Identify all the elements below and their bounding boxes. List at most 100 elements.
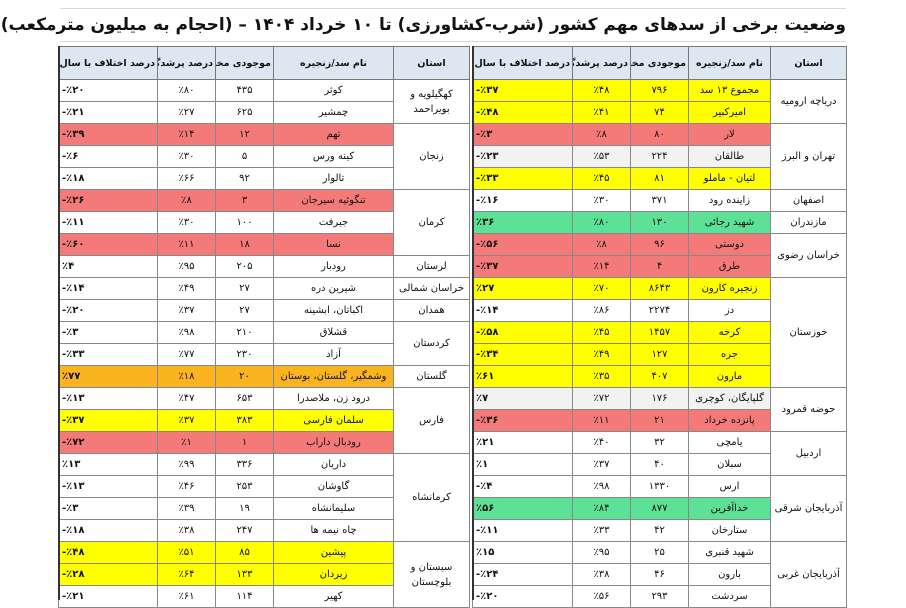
dam-name-cell: کرخه [688, 321, 771, 344]
dam-name-cell: تالوار [273, 167, 394, 190]
dam-name-cell: نسا [273, 233, 394, 256]
change-percent-cell: ٪۴۸- [472, 101, 573, 124]
table-row: خراسان شمالی شیرین دره ۲۷ ٪۴۹ ٪۱۴- [58, 277, 470, 300]
storage-cell: ۸۰ [630, 123, 689, 146]
storage-cell: ۹۲ [215, 167, 274, 190]
table-body: کهگیلویه و بویراحمد کوثر ۴۳۵ ٪۸۰ ٪۲۰- چمشیر ۶۲… [58, 79, 470, 608]
table-row: بارون ۴۶ ٪۳۸ ٪۲۴- [472, 563, 847, 586]
dam-name-cell: شهید قنبری [688, 541, 771, 564]
dam-name-cell: لتیان - ماملو [688, 167, 771, 190]
fill-percent-cell: ٪۹۵ [572, 541, 631, 564]
fill-percent-cell: ٪۶۶ [157, 167, 216, 190]
storage-cell: ۳۸۳ [215, 409, 274, 432]
fill-percent-cell: ٪۱۱ [157, 233, 216, 256]
storage-cell: ۶۲۵ [215, 101, 274, 124]
table-row: طالقان ۲۲۴ ٪۵۳ ٪۲۳- [472, 145, 847, 168]
table-row: ستارخان ۴۲ ٪۳۳ ٪۱۱- [472, 519, 847, 542]
fill-percent-cell: ٪۳۹ [157, 497, 216, 520]
table-body: دریاچه ارومیه مجموع ۱۳ سد ۷۹۶ ٪۴۸ ٪۳۷- امیرکب… [472, 79, 847, 608]
table-header-row: استان نام سد/زنجیره موجودی مخزن درصد پرش… [58, 46, 470, 80]
table-row: پانزده خرداد ۲۱ ٪۱۱ ٪۳۶- [472, 409, 847, 432]
table-header-row: استان نام سد/زنجیره موجودی مخزن درصد پرش… [472, 46, 847, 80]
table-row: کینه ورس ۵ ٪۳۰ ٪۶- [58, 145, 470, 168]
change-percent-cell: ٪۳۶ [472, 211, 573, 234]
dam-status-table-right: استان نام سد/زنجیره موجودی مخزن درصد پرش… [472, 46, 847, 608]
dam-name-cell: پیشین [273, 541, 394, 564]
change-percent-cell: ٪۵۶ [472, 497, 573, 520]
table-row: آزاد ۲۳۰ ٪۷۷ ٪۳۳- [58, 343, 470, 366]
table-row: چاه نیمه ها ۲۴۷ ٪۳۸ ٪۱۸- [58, 519, 470, 542]
province-cell: کردستان [393, 321, 470, 366]
storage-cell: ۲۳۰ [215, 343, 274, 366]
province-cell: دریاچه ارومیه [770, 79, 847, 124]
table-row: آذربایجان شرقی ارس ۱۳۳۰ ٪۹۸ ٪۴- [472, 475, 847, 542]
fill-percent-cell: ٪۱۱ [572, 409, 631, 432]
storage-cell: ۸۷۷ [630, 497, 689, 520]
fill-percent-cell: ٪۵۳ [572, 145, 631, 168]
storage-cell: ۶۵۳ [215, 387, 274, 410]
storage-cell: ۲۵۳ [215, 475, 274, 498]
change-percent-cell: ٪۷ [472, 387, 573, 410]
dam-name-cell: لار [688, 123, 771, 146]
storage-cell: ۴۲ [630, 519, 689, 542]
table-row: دریاچه ارومیه مجموع ۱۳ سد ۷۹۶ ٪۴۸ ٪۳۷- [472, 79, 847, 124]
dam-name-cell: ارس [688, 475, 771, 498]
table-left-frame [58, 46, 471, 600]
table-row: فارس درود زن، ملاصدرا ۶۵۳ ٪۴۷ ٪۱۳- [58, 387, 470, 454]
storage-cell: ۳ [215, 189, 274, 212]
change-percent-cell: ٪۷۲- [58, 431, 158, 454]
fill-percent-cell: ٪۴۵ [572, 167, 631, 190]
table-row: لرستان رودبار ۲۰۵ ٪۹۵ ٪۴ [58, 255, 470, 278]
table-row: تالوار ۹۲ ٪۶۶ ٪۱۸- [58, 167, 470, 190]
storage-cell: ۴ [630, 255, 689, 278]
change-percent-cell: ٪۳- [58, 497, 158, 520]
dam-name-cell: جیرفت [273, 211, 394, 234]
change-percent-cell: ٪۲۴- [472, 563, 573, 586]
change-percent-cell: ٪۲۰- [58, 79, 158, 102]
dam-name-cell: سبلان [688, 453, 771, 476]
dam-name-cell: رودبار [273, 255, 394, 278]
province-cell: لرستان [393, 255, 470, 278]
change-percent-cell: ٪۳۴- [472, 343, 573, 366]
province-cell: خراسان رضوی [770, 233, 847, 278]
change-percent-cell: ٪۳۹- [58, 123, 158, 146]
dam-name-cell: کینه ورس [273, 145, 394, 168]
fill-percent-cell: ٪۴۸ [572, 79, 631, 102]
table-row: جیرفت ۱۰۰ ٪۳۰ ٪۱۱- [58, 211, 470, 234]
table-row: کرمان تنگوئیه سیرجان ۳ ٪۸ ٪۲۶- [58, 189, 470, 256]
header-fill: درصد پرشدگی [572, 46, 631, 80]
storage-cell: ۱۷۶ [630, 387, 689, 410]
table-row: نسا ۱۸ ٪۱۱ ٪۶۰- [58, 233, 470, 256]
fill-percent-cell: ٪۸۴ [572, 497, 631, 520]
table-row: لتیان - ماملو ۸۱ ٪۴۵ ٪۳۳- [472, 167, 847, 190]
table-right-frame [472, 46, 848, 600]
storage-cell: ۳۲ [630, 431, 689, 454]
fill-percent-cell: ٪۴۱ [572, 101, 631, 124]
fill-percent-cell: ٪۸۶ [572, 299, 631, 322]
table-row: کردستان قشلاق ۲۱۰ ٪۹۸ ٪۳- [58, 321, 470, 366]
table-row: سیستان و بلوچستان پیشین ۸۵ ٪۵۱ ٪۴۸- [58, 541, 470, 608]
storage-cell: ۴۰ [630, 453, 689, 476]
dam-name-cell: رودبال داراب [273, 431, 394, 454]
fill-percent-cell: ٪۹۹ [157, 453, 216, 476]
table-row: تهران و البرز لار ۸۰ ٪۸ ٪۳- [472, 123, 847, 190]
province-cell: آذربایجان شرقی [770, 475, 847, 542]
dam-name-cell: یامچی [688, 431, 771, 454]
page-title: وضعیت برخی از سدهای مهم کشور (شرب-کشاورز… [1, 8, 846, 42]
storage-cell: ۸۵ [215, 541, 274, 564]
province-cell: سیستان و بلوچستان [393, 541, 470, 608]
table-row: کهگیلویه و بویراحمد کوثر ۴۳۵ ٪۸۰ ٪۲۰- [58, 79, 470, 124]
header-change: درصد اختلاف با سال قبل [58, 46, 158, 80]
change-percent-cell: ٪۱۳- [58, 387, 158, 410]
storage-cell: ۱۸ [215, 233, 274, 256]
fill-percent-cell: ٪۳۰ [157, 145, 216, 168]
dam-name-cell: داریان [273, 453, 394, 476]
change-percent-cell: ٪۳- [58, 321, 158, 344]
storage-cell: ۱۴۵۷ [630, 321, 689, 344]
province-cell: خوزستان [770, 277, 847, 388]
storage-cell: ۲۴۷ [215, 519, 274, 542]
province-cell: حوضه قمرود [770, 387, 847, 432]
change-percent-cell: ٪۵۸- [472, 321, 573, 344]
storage-cell: ۱۳۳ [215, 563, 274, 586]
fill-percent-cell: ٪۳۸ [572, 563, 631, 586]
